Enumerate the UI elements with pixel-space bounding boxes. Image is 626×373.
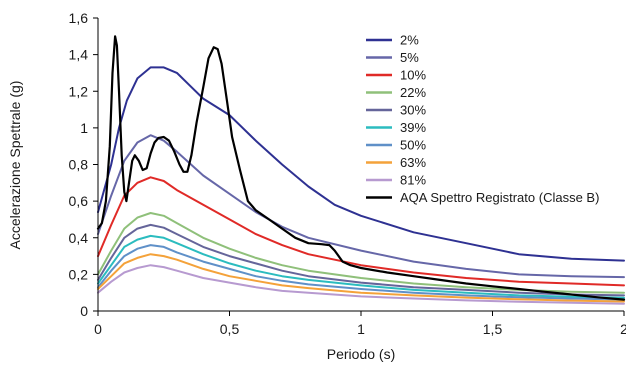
x-tick-label: 0 <box>94 321 102 337</box>
series-line-6 <box>97 234 625 299</box>
y-tick-label: 1,4 <box>69 47 89 63</box>
legend-label: 5% <box>400 50 419 65</box>
y-tick-label: 1 <box>80 120 88 136</box>
x-axis-title: Periodo (s) <box>327 346 395 362</box>
series-line-10 <box>96 35 626 301</box>
y-axis-title: Accelerazione Spettrale (g) <box>7 81 23 250</box>
legend-label: 63% <box>400 155 426 170</box>
legend-label: 50% <box>400 138 426 153</box>
legend-label: 81% <box>400 173 426 188</box>
legend-label: 22% <box>400 85 426 100</box>
y-tick-label: 0,6 <box>69 193 89 209</box>
series-group <box>96 35 626 305</box>
legend: 2% 5% 10% 22% 30% 39% 50% 63% 81% AQA Spettro Reg… <box>366 33 599 205</box>
series-line-9 <box>97 264 625 305</box>
legend-label: 39% <box>400 120 426 135</box>
series-line-4 <box>97 212 625 294</box>
series-line-2 <box>97 134 625 279</box>
legend-label: 30% <box>400 103 426 118</box>
y-tick-label: 0,8 <box>69 157 89 173</box>
y-tick-label: 0,4 <box>69 230 89 246</box>
axes-group: 0 0,2 0,4 0,6 0,8 1 1,2 1,4 1,6 0 0,5 1 1,5 2 <box>69 10 626 337</box>
legend-label: 2% <box>400 33 419 48</box>
x-tick-label: 2 <box>620 321 626 337</box>
series-line-3 <box>97 176 625 287</box>
series-line-5 <box>97 223 625 297</box>
y-tick-label: 1,2 <box>69 83 89 99</box>
series-line-1 <box>97 66 625 262</box>
y-tick-label: 0 <box>80 303 88 319</box>
legend-label: 10% <box>400 68 426 83</box>
x-tick-label: 0,5 <box>220 321 240 337</box>
y-tick-label: 0,2 <box>69 266 89 282</box>
x-tick-label: 1,5 <box>483 321 503 337</box>
x-tick-label: 1 <box>357 321 365 337</box>
y-tick-label: 1,6 <box>69 10 89 26</box>
series-line-8 <box>97 253 625 303</box>
series-line-7 <box>97 244 625 301</box>
legend-label: AQA Spettro Registrato (Classe B) <box>400 190 599 205</box>
